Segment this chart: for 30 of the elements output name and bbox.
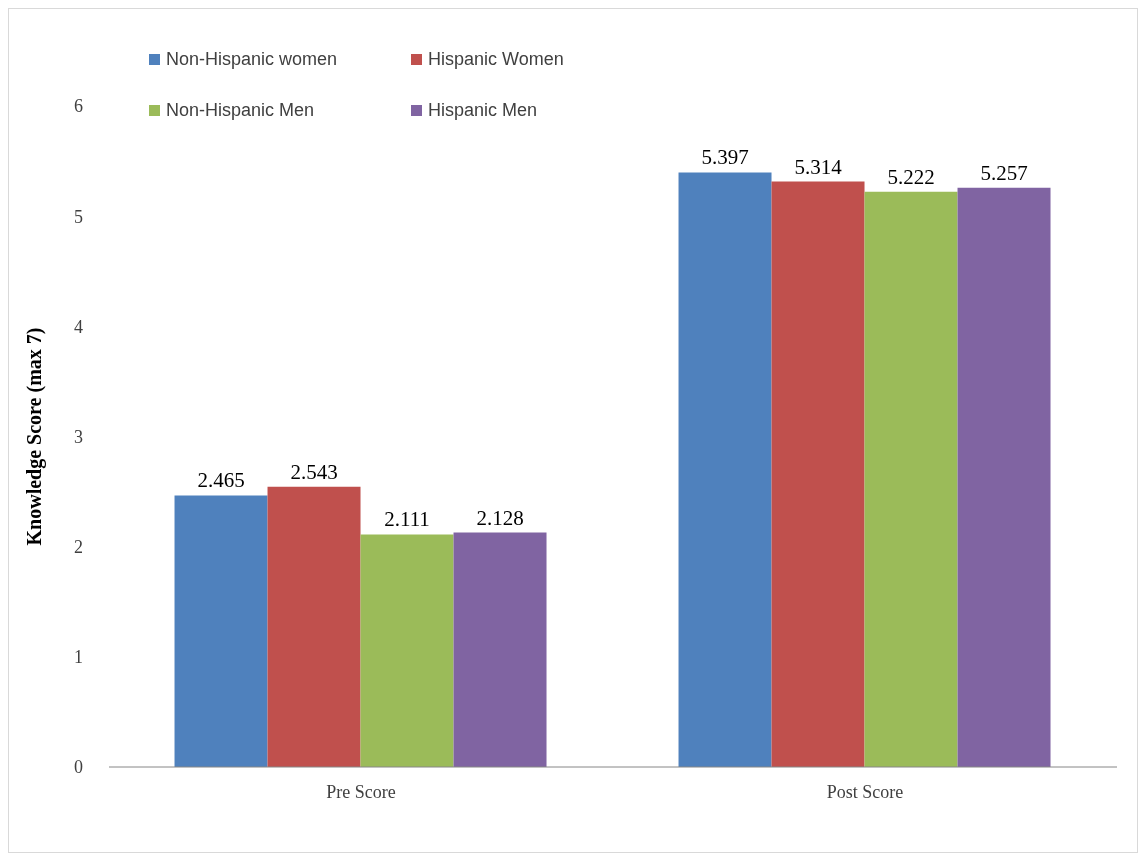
y-tick-label: 6	[74, 96, 83, 117]
bar	[360, 534, 454, 767]
bar	[453, 532, 547, 767]
y-tick-label: 1	[74, 647, 83, 668]
legend-label: Hispanic Men	[428, 100, 538, 121]
bar	[864, 191, 958, 767]
data-label: 5.314	[794, 154, 843, 179]
bar	[267, 486, 361, 767]
data-label: 5.222	[887, 164, 935, 189]
legend-label: Non-Hispanic women	[166, 49, 338, 70]
data-label: 5.257	[980, 160, 1028, 185]
bar	[174, 495, 268, 767]
y-tick-label: 0	[74, 757, 83, 778]
x-tick-label: Post Score	[826, 781, 904, 802]
y-tick-label: 3	[74, 426, 83, 447]
bar	[957, 187, 1051, 767]
data-label: 2.128	[476, 505, 524, 530]
data-label: 2.543	[290, 459, 338, 484]
data-label: 2.465	[197, 468, 245, 493]
bar	[678, 172, 772, 767]
x-tick-label: Pre Score	[326, 781, 396, 802]
legend-label: Non-Hispanic Men	[166, 100, 315, 121]
legend-label: Hispanic Women	[428, 49, 564, 70]
y-tick-label: 2	[74, 537, 83, 558]
data-label: 2.111	[384, 507, 430, 532]
bar	[771, 181, 865, 767]
y-axis-title: Knowledge Score (max 7)	[23, 327, 47, 546]
y-tick-label: 5	[74, 206, 83, 227]
data-label: 5.397	[701, 145, 749, 170]
y-tick-label: 4	[74, 316, 83, 337]
